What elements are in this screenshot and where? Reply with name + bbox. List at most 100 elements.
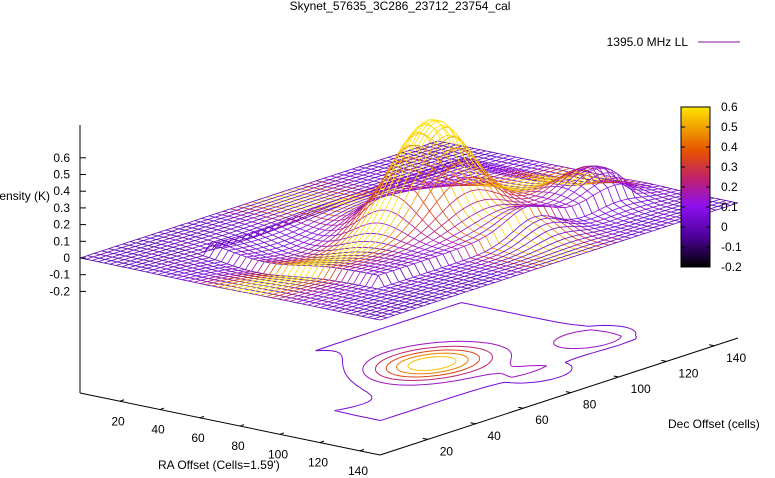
dec-tick-mark	[565, 391, 572, 394]
surface-column-line	[283, 165, 643, 301]
surface-column-line	[145, 154, 505, 273]
ra-tick-mark	[239, 424, 245, 427]
surface-column-line	[163, 158, 523, 277]
colorbar-tick-label: -0.1	[721, 240, 742, 254]
contour-layer	[315, 302, 638, 421]
ra-tick-label: 80	[231, 439, 245, 453]
colorbar: 0.6 0.5 0.4 0.3 0.2 0.1 0 -0.1 -0.2	[680, 100, 742, 274]
surface-column-line	[235, 119, 595, 292]
dec-tick-label: 100	[631, 382, 651, 396]
surface-column-line	[115, 148, 475, 266]
dec-tick-mark	[422, 437, 428, 440]
z-tick-label: 0.2	[53, 218, 70, 232]
ra-tick-label: 120	[308, 456, 328, 470]
ra-tick-mark	[159, 407, 165, 411]
surface-column-line	[91, 143, 451, 261]
surface-column-line	[139, 153, 499, 271]
dec-tick-label: 140	[726, 351, 746, 365]
surface-column-line	[265, 162, 625, 297]
colorbar-gradient	[680, 106, 711, 268]
dec-tick-mark	[709, 344, 715, 347]
z-tick-label: -0.1	[49, 268, 70, 282]
dec-tick-mark	[470, 422, 476, 425]
colorbar-ticks: 0.6 0.5 0.4 0.3 0.2 0.1 0 -0.1 -0.2	[681, 100, 742, 274]
surface-column-line	[85, 141, 445, 260]
y-axis-label: Dec Offset (cells)	[668, 417, 760, 431]
surface-column-line	[325, 191, 685, 310]
ra-tick-label: 40	[151, 423, 165, 437]
surface-column-line	[259, 147, 619, 296]
legend: 1395.0 MHz LL	[607, 35, 740, 49]
surface-column-line	[307, 177, 667, 306]
surface-column-line	[379, 202, 739, 321]
ra-tick-label: 20	[111, 414, 125, 428]
surface-column-line	[289, 165, 649, 302]
colorbar-tick-label: 0.4	[721, 140, 738, 154]
surface-column-line	[361, 198, 721, 317]
contour-level-3	[385, 349, 481, 378]
colorbar-tick-label: 0.3	[721, 160, 738, 174]
base-box	[79, 125, 739, 456]
surface-column-line	[343, 195, 703, 313]
legend-label: 1395.0 MHz LL	[607, 35, 689, 49]
surface-column-line	[133, 151, 493, 270]
dec-axis-ticks: 20 40 60 80 100 120 140	[422, 344, 746, 458]
z-tick-label: -0.2	[49, 284, 70, 298]
surface-column-line	[229, 124, 589, 290]
surface-column-line	[151, 155, 511, 274]
z-tick-label: 0.5	[53, 168, 70, 182]
ra-tick-mark	[359, 448, 365, 452]
x-axis-label: RA Offset (Cells=1.59')	[158, 458, 280, 472]
ra-tick-label: 60	[191, 431, 205, 445]
z-tick-label: 0.6	[53, 151, 70, 165]
surface-column-line	[349, 196, 709, 315]
contour-level-0	[315, 302, 638, 421]
surface-column-line	[175, 160, 535, 279]
colorbar-tick-label: -0.2	[721, 260, 742, 274]
surface-column-line	[157, 156, 517, 275]
ra-axis-ticks: 20 40 60 80 100 120 140	[111, 399, 368, 478]
ra-tick-label: 100	[268, 447, 288, 461]
ra-tick-mark	[119, 399, 125, 402]
z-tick-label: 0.1	[53, 234, 70, 248]
surface-column-line	[337, 193, 697, 312]
dec-tick-label: 80	[583, 398, 597, 412]
dec-tick-label: 120	[678, 366, 698, 380]
dec-tick-mark	[661, 359, 667, 362]
surface-column-line	[217, 145, 577, 288]
surface-column-line	[367, 200, 727, 318]
contour-level-1	[362, 329, 622, 386]
surface-column-line	[181, 161, 541, 281]
z-axis-ticks: 0.6 0.5 0.4 0.3 0.2 0.1 0 -0.1 -0.2	[49, 151, 86, 298]
base-edge-ra	[79, 392, 381, 456]
colorbar-tick-label: 0.6	[721, 100, 738, 114]
colorbar-tick-label: 0.1	[721, 200, 738, 214]
z-tick-label: 0.3	[53, 201, 70, 215]
base-edge-dec	[379, 337, 739, 456]
surface-column-line	[247, 124, 607, 294]
surface-column-line	[199, 165, 559, 284]
surface-column-line	[295, 167, 655, 304]
dec-tick-label: 60	[535, 413, 549, 427]
colorbar-tick-label: 0.2	[721, 180, 738, 194]
z-tick-label: 0.4	[53, 184, 70, 198]
surface-column-line	[223, 133, 583, 289]
ra-tick-mark	[279, 432, 285, 435]
surface-row-line	[79, 257, 381, 321]
chart-title: Skynet_57635_3C286_23712_23754_cal	[290, 0, 511, 13]
surface-column-line	[331, 192, 691, 311]
colorbar-tick-label: 0	[721, 220, 728, 234]
surface-row-line	[87, 255, 388, 319]
surface-column-line	[103, 145, 463, 264]
surface-column-line	[109, 146, 469, 265]
colorbar-tick-label: 0.5	[721, 120, 738, 134]
surface-row-line	[94, 252, 395, 316]
contour-level-2	[374, 345, 494, 381]
surface-column-line	[277, 167, 637, 300]
surface-column-line	[373, 201, 733, 320]
surface-column-line	[97, 144, 457, 263]
surface-column-line	[271, 170, 631, 299]
z-axis-label: Intensity (K)	[0, 189, 50, 203]
surface-column-line	[169, 159, 529, 278]
